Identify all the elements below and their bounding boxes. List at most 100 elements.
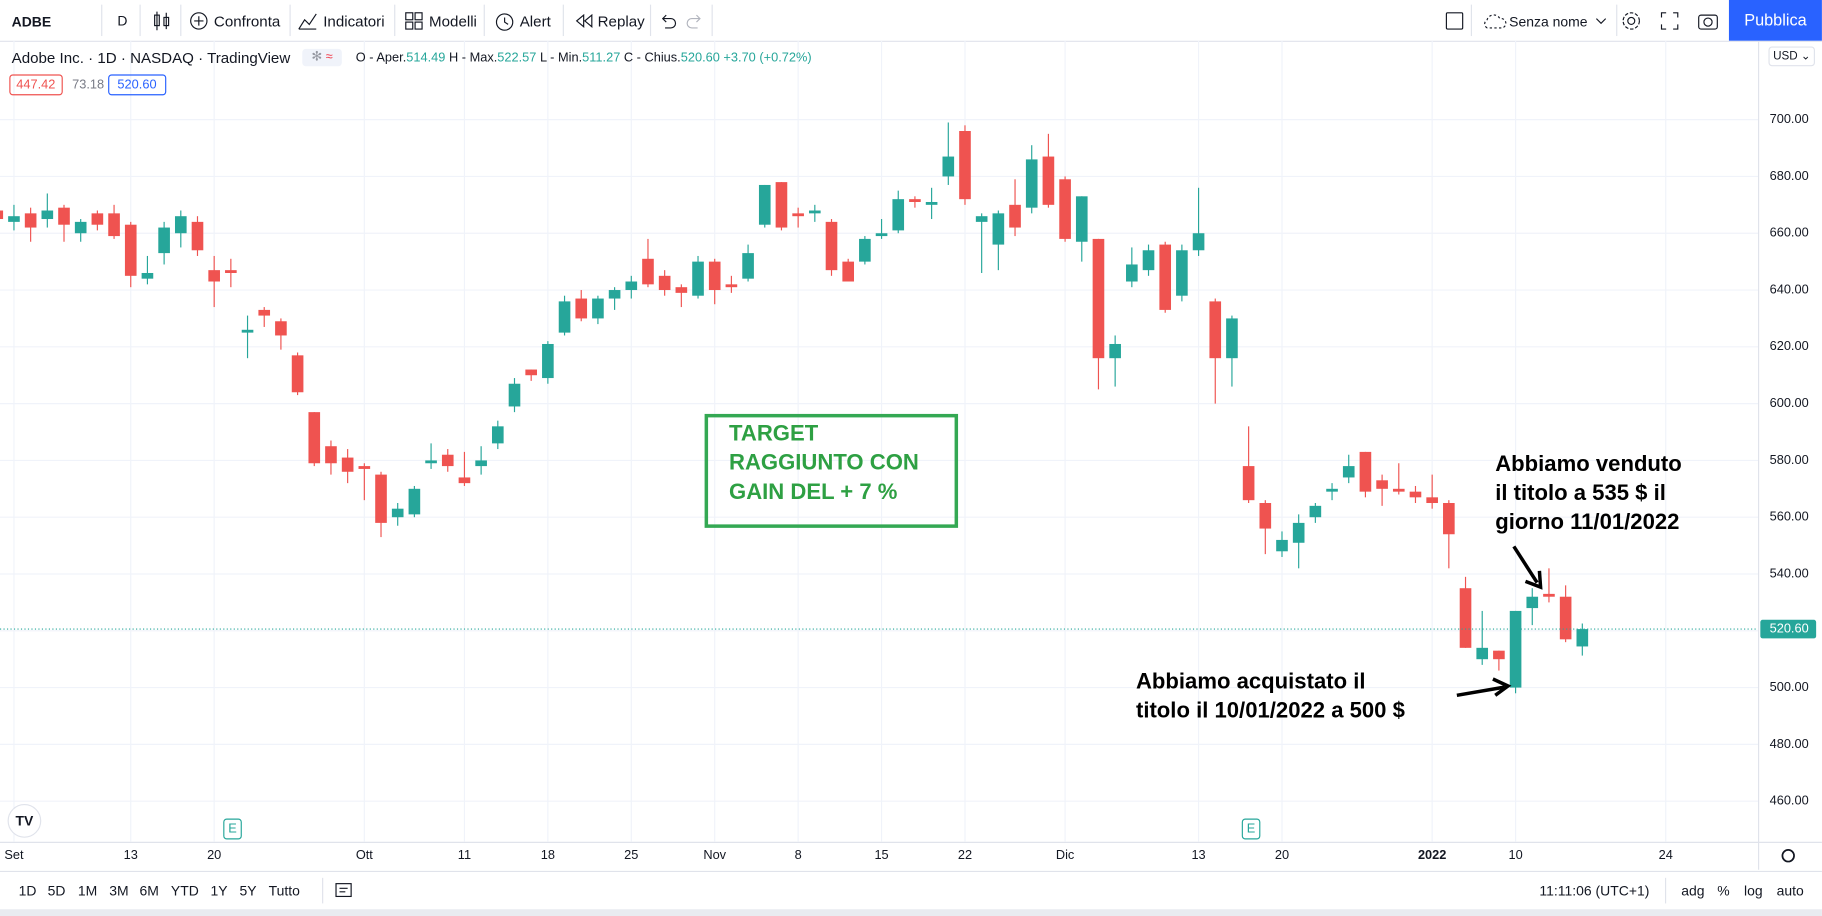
arrow-head <box>1524 570 1543 590</box>
compare-button[interactable]: Confronta <box>213 12 281 31</box>
candle-body <box>1192 233 1205 251</box>
range-button[interactable]: 1D <box>18 882 37 899</box>
y-tick-label: 560.00 <box>1770 509 1809 524</box>
y-tick-label: 640.00 <box>1770 281 1809 296</box>
annotation-line: titolo il 10/01/2022 a 500 $ <box>1135 698 1405 724</box>
candle-body <box>491 426 504 444</box>
sold-annotation: Abbiamo venduto il titolo a 535 $ il gio… <box>1495 450 1682 537</box>
x-tick-label: 8 <box>795 847 802 862</box>
range-button[interactable]: Tutto <box>268 882 300 899</box>
cloud-icon[interactable] <box>1481 13 1507 29</box>
indicators-icon[interactable] <box>298 12 318 31</box>
alert-icon[interactable] <box>494 10 515 31</box>
dropdown-caret[interactable] <box>1595 16 1607 25</box>
candle-body <box>1509 610 1522 688</box>
range-button[interactable]: YTD <box>170 882 199 899</box>
candle-body <box>625 281 638 291</box>
scale-option[interactable]: auto <box>1776 882 1804 899</box>
candle-body <box>1176 250 1188 296</box>
replay-icon[interactable] <box>574 13 593 29</box>
x-tick-label: 2022 <box>1418 847 1446 862</box>
candle-body <box>658 275 671 291</box>
status-icons: ✻ ≈ <box>302 48 342 67</box>
candle-body <box>1543 593 1555 597</box>
scale-option[interactable]: log <box>1744 882 1763 899</box>
candle-body <box>825 221 838 271</box>
candle-body <box>0 210 4 220</box>
settings-icon[interactable] <box>1781 849 1795 863</box>
interval[interactable]: D <box>117 12 128 30</box>
indicator-badge: 447.42 <box>9 74 63 96</box>
candle-body <box>642 258 654 285</box>
candle-body <box>859 238 871 262</box>
candle-body <box>391 508 404 518</box>
alert-button[interactable]: Alert <box>519 12 551 31</box>
range-button[interactable]: 1M <box>77 882 98 899</box>
replay-button[interactable]: Replay <box>597 12 645 31</box>
layout-icon[interactable] <box>1445 12 1464 31</box>
layout-name[interactable]: Senza nome <box>1509 13 1588 31</box>
candle-body <box>41 210 54 220</box>
separator <box>289 4 291 37</box>
candle-body <box>1342 466 1355 478</box>
y-tick-label: 480.00 <box>1770 736 1809 751</box>
x-tick-label: Nov <box>703 847 726 862</box>
indicator-badge: 73.18 <box>72 77 105 92</box>
tv-logo: TV <box>7 804 42 838</box>
range-button[interactable]: 3M <box>109 882 129 899</box>
y-tick-label: 700.00 <box>1770 111 1809 126</box>
candle-body <box>425 460 437 464</box>
indicators-button[interactable]: Indicatori <box>323 12 385 31</box>
templates-icon[interactable] <box>405 12 424 31</box>
separator <box>101 4 103 37</box>
bottom-strip <box>0 909 1822 916</box>
range-button[interactable]: 5Y <box>239 882 257 899</box>
publish-button[interactable]: Pubblica <box>1728 0 1822 41</box>
range-button[interactable]: 5D <box>47 882 66 899</box>
low-value: 511.27 <box>582 51 621 66</box>
scale-option[interactable]: % <box>1717 882 1730 899</box>
scale-option[interactable]: adg <box>1681 882 1705 899</box>
chart-type-icon[interactable] <box>152 10 171 31</box>
separator <box>394 4 396 37</box>
snapshot-button[interactable] <box>1698 12 1719 31</box>
earnings-marker[interactable]: E <box>223 818 242 840</box>
fullscreen-button[interactable] <box>1660 12 1679 31</box>
candle-body <box>925 201 938 205</box>
candle-body <box>1459 588 1472 648</box>
symbol[interactable]: ADBE <box>11 13 52 31</box>
candle-body <box>8 216 20 222</box>
high-label: H - Max. <box>448 51 498 66</box>
settings-button[interactable] <box>1621 10 1642 31</box>
candle-body <box>1092 238 1105 359</box>
separator <box>1616 4 1618 37</box>
range-button[interactable]: 6M <box>139 882 159 899</box>
annotation-line: RAGGIUNTO CON <box>729 451 919 476</box>
separator <box>711 4 713 37</box>
candle-body <box>291 355 304 393</box>
range-button[interactable]: 1Y <box>210 882 228 899</box>
x-tick-label: 25 <box>624 847 638 862</box>
candle-body <box>375 474 387 523</box>
svg-text:TV: TV <box>16 813 35 829</box>
separator <box>1664 877 1667 904</box>
candle-body <box>1209 301 1222 359</box>
date-range-icon[interactable] <box>335 881 354 898</box>
candle-body <box>258 309 271 316</box>
y-tick-label: 680.00 <box>1770 168 1809 183</box>
open-label: O - Aper. <box>355 51 407 66</box>
candle-body <box>1259 503 1272 529</box>
candle-body <box>742 253 754 279</box>
candle-body <box>1292 522 1305 543</box>
currency-button[interactable]: USD ⌄ <box>1768 46 1816 67</box>
compare-icon[interactable] <box>190 12 209 31</box>
undo-redo[interactable] <box>658 12 705 31</box>
candle-body <box>1042 156 1055 205</box>
candle-body <box>1476 647 1489 660</box>
candle-body <box>124 224 137 276</box>
templates-button[interactable]: Modelli <box>429 12 477 31</box>
earnings-marker[interactable]: E <box>1241 818 1261 840</box>
candle-body <box>358 466 371 469</box>
x-tick-label: 22 <box>958 847 972 862</box>
